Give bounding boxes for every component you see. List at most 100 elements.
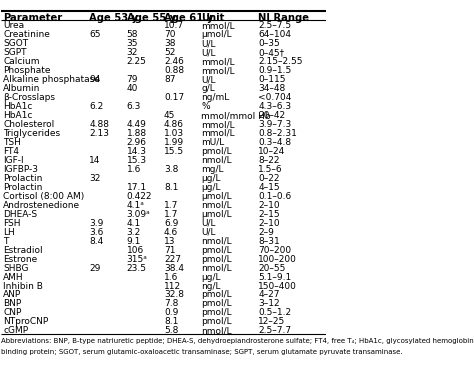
Text: 20–42: 20–42 <box>258 111 285 120</box>
Text: pmol/L: pmol/L <box>201 300 232 308</box>
Text: 3.6: 3.6 <box>89 228 103 237</box>
Text: μg/L: μg/L <box>201 174 221 183</box>
Text: Inhibin B: Inhibin B <box>3 282 43 290</box>
Text: IGF-I: IGF-I <box>3 156 24 165</box>
Text: 6.3: 6.3 <box>127 102 141 111</box>
Text: pmol/L: pmol/L <box>201 290 232 300</box>
Text: 112: 112 <box>164 282 181 290</box>
Text: Prolactin: Prolactin <box>3 174 42 183</box>
Text: 14: 14 <box>89 156 100 165</box>
Text: 4.1: 4.1 <box>127 219 141 228</box>
Text: 2.96: 2.96 <box>127 138 146 147</box>
Text: SHBG: SHBG <box>3 263 28 273</box>
Text: 3–12: 3–12 <box>258 300 280 308</box>
Text: SGPT: SGPT <box>3 48 27 57</box>
Text: 13: 13 <box>164 237 175 246</box>
Text: 1.99: 1.99 <box>164 138 184 147</box>
Text: 0–22: 0–22 <box>258 174 280 183</box>
Text: μmol/L: μmol/L <box>201 30 232 39</box>
Text: 5.1–9.1: 5.1–9.1 <box>258 273 292 282</box>
Text: 1.5–6: 1.5–6 <box>258 165 283 174</box>
Text: U/L: U/L <box>201 39 216 48</box>
Text: 0–45†: 0–45† <box>258 48 284 57</box>
Text: Alkaline phosphatase: Alkaline phosphatase <box>3 75 100 84</box>
Text: μg/L: μg/L <box>201 273 221 282</box>
Text: Unit: Unit <box>201 13 225 23</box>
Text: pmol/L: pmol/L <box>201 255 232 263</box>
Text: 65: 65 <box>89 30 100 39</box>
Text: 9.1: 9.1 <box>127 237 141 246</box>
Text: 32: 32 <box>89 174 100 183</box>
Text: LH: LH <box>3 228 15 237</box>
Text: Cortisol (8:00 AM): Cortisol (8:00 AM) <box>3 192 84 201</box>
Text: ng/mL: ng/mL <box>201 93 229 102</box>
Text: Estradiol: Estradiol <box>3 246 43 255</box>
Text: 94: 94 <box>89 75 100 84</box>
Text: 2.46: 2.46 <box>164 57 184 66</box>
Text: 2–10: 2–10 <box>258 201 280 210</box>
Text: 3.8: 3.8 <box>164 165 178 174</box>
Text: U/L: U/L <box>201 48 216 57</box>
Text: 70–200: 70–200 <box>258 246 292 255</box>
Text: 4.86: 4.86 <box>164 120 184 129</box>
Text: 79: 79 <box>127 75 138 84</box>
Text: Albumin: Albumin <box>3 84 40 93</box>
Text: 0.17: 0.17 <box>164 93 184 102</box>
Text: 4.3–6.3: 4.3–6.3 <box>258 102 292 111</box>
Text: μg/L: μg/L <box>201 183 221 192</box>
Text: Cholesterol: Cholesterol <box>3 120 54 129</box>
Text: 34–48: 34–48 <box>258 84 285 93</box>
Text: %: % <box>201 102 210 111</box>
Text: 23.5: 23.5 <box>127 263 146 273</box>
Text: 70: 70 <box>164 30 175 39</box>
Text: 29: 29 <box>89 263 100 273</box>
Text: 150–400: 150–400 <box>258 282 297 290</box>
Text: HbA1c: HbA1c <box>3 111 32 120</box>
Text: 17.1: 17.1 <box>127 183 146 192</box>
Text: mmol/mmol Hb: mmol/mmol Hb <box>201 111 271 120</box>
Text: pmol/L: pmol/L <box>201 317 232 327</box>
Text: 3.9: 3.9 <box>89 219 103 228</box>
Text: 4.1ᵃ: 4.1ᵃ <box>127 201 145 210</box>
Text: 15.3: 15.3 <box>127 156 146 165</box>
Text: 35: 35 <box>127 39 138 48</box>
Text: U/L: U/L <box>201 228 216 237</box>
Text: 32.8: 32.8 <box>164 290 184 300</box>
Text: 12–25: 12–25 <box>258 317 285 327</box>
Text: <0.704: <0.704 <box>258 93 292 102</box>
Text: 10.7: 10.7 <box>164 21 184 30</box>
Text: 227: 227 <box>164 255 181 263</box>
Text: mU/L: mU/L <box>201 138 225 147</box>
Text: 32: 32 <box>127 48 138 57</box>
Text: 0.5–1.2: 0.5–1.2 <box>258 308 292 317</box>
Text: 8.1: 8.1 <box>164 317 178 327</box>
Text: 2–15: 2–15 <box>258 210 280 219</box>
Text: 106: 106 <box>127 246 144 255</box>
Text: mmol/L: mmol/L <box>201 21 235 30</box>
Text: AMH: AMH <box>3 273 24 282</box>
Text: CNP: CNP <box>3 308 21 317</box>
Text: 0.88: 0.88 <box>164 66 184 75</box>
Text: μmol/L: μmol/L <box>201 210 232 219</box>
Text: U/L: U/L <box>201 219 216 228</box>
Text: Prolactin: Prolactin <box>3 183 42 192</box>
Text: nmol/L: nmol/L <box>201 201 232 210</box>
Text: mmol/L: mmol/L <box>201 129 235 138</box>
Text: NTproCNP: NTproCNP <box>3 317 48 327</box>
Text: 0.3–4.8: 0.3–4.8 <box>258 138 292 147</box>
Text: 4.88: 4.88 <box>89 120 109 129</box>
Text: 2–10: 2–10 <box>258 219 280 228</box>
Text: 0.9: 0.9 <box>164 308 178 317</box>
Text: 6.9: 6.9 <box>164 219 178 228</box>
Text: 0.9–1.5: 0.9–1.5 <box>258 66 292 75</box>
Text: Triglycerides: Triglycerides <box>3 129 60 138</box>
Text: IGFBP-3: IGFBP-3 <box>3 165 38 174</box>
Text: Estrone: Estrone <box>3 255 37 263</box>
Text: 10–24: 10–24 <box>258 147 285 156</box>
Text: 3.09ᵃ: 3.09ᵃ <box>127 210 150 219</box>
Text: 0.1–0.6: 0.1–0.6 <box>258 192 292 201</box>
Text: 4.6: 4.6 <box>164 228 178 237</box>
Text: 315ᵃ: 315ᵃ <box>127 255 147 263</box>
Text: 87: 87 <box>164 75 175 84</box>
Text: Age 53 y: Age 53 y <box>89 13 138 23</box>
